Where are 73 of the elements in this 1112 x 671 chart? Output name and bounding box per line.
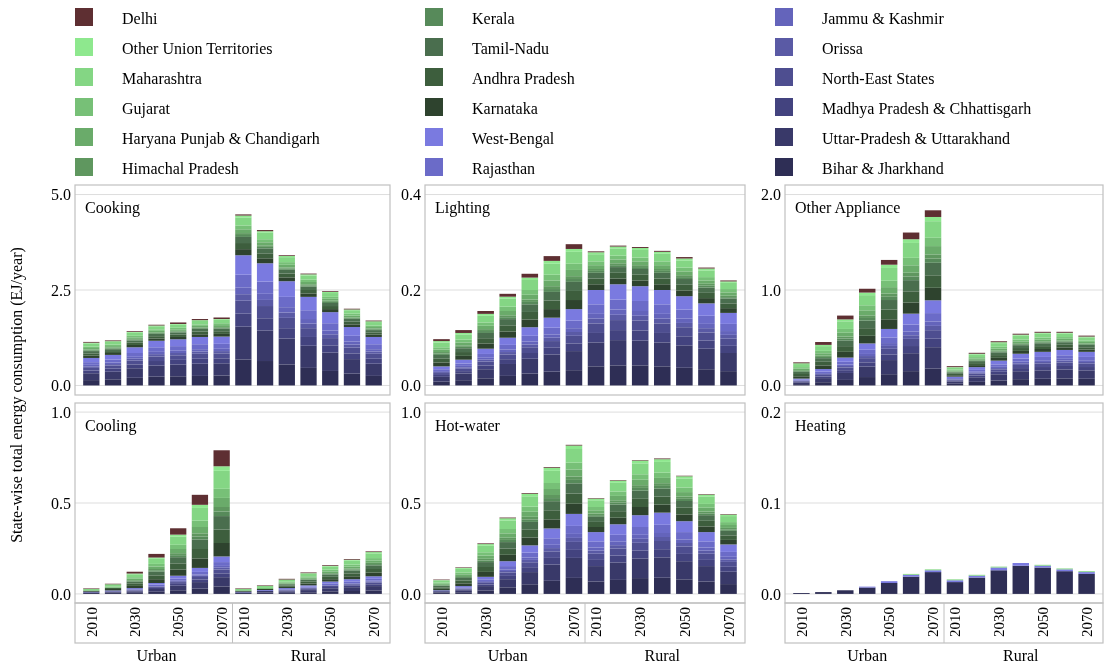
x-tick-label: 2010 xyxy=(947,607,964,637)
legend-label: Haryana Punjab & Chandigarh xyxy=(122,130,320,148)
legend-label: Tamil-Nadu xyxy=(472,40,550,57)
x-tick-label: 2050 xyxy=(170,607,187,637)
x-tick-label: 2030 xyxy=(279,607,296,637)
x-tick-label: 2050 xyxy=(881,607,898,637)
y-tick-label: 0.2 xyxy=(761,403,781,421)
x-tick-label: 2070 xyxy=(365,607,382,637)
text: Rural xyxy=(644,647,681,664)
x-tick-label: 2030 xyxy=(477,607,494,637)
x-tick-label: 2030 xyxy=(991,607,1008,637)
y-tick-label: 0.5 xyxy=(51,494,71,512)
x-tick-label: 2070 xyxy=(1078,607,1095,637)
text: Rural xyxy=(290,647,327,664)
legend-label: Orissa xyxy=(822,40,863,57)
text: Cooling xyxy=(85,417,137,435)
x-tick-label: 2010 xyxy=(433,607,450,637)
y-tick-label: 0.0 xyxy=(761,585,781,603)
legend-label: Karnataka xyxy=(472,100,538,117)
x-tick-label: 2070 xyxy=(213,607,230,637)
text: Other Appliance xyxy=(795,199,901,217)
y-tick-label: 0.0 xyxy=(51,585,71,603)
legend-label: Other Union Territories xyxy=(122,40,273,57)
legend-label: Madhya Pradesh & Chhattisgarh xyxy=(822,100,1032,118)
legend-label: Rajasthan xyxy=(472,160,536,178)
x-tick-label: 2010 xyxy=(793,607,810,637)
text: Urban xyxy=(136,647,177,664)
text: Hot-water xyxy=(435,417,501,434)
x-tick-label: 2070 xyxy=(566,607,583,637)
legend-label: Kerala xyxy=(472,10,515,27)
x-tick-label: 2010 xyxy=(235,607,252,637)
legend-label: Bihar & Jharkhand xyxy=(822,160,944,177)
legend-label: West-Bengal xyxy=(472,130,555,148)
legend-label: Uttar-Pradesh & Uttarakhand xyxy=(822,130,1011,147)
legend-label: Andhra Pradesh xyxy=(472,70,575,87)
x-tick-label: 2010 xyxy=(83,607,100,637)
x-tick-label: 2050 xyxy=(322,607,339,637)
x-tick-label: 2050 xyxy=(522,607,539,637)
y-tick-label: 5.0 xyxy=(51,186,71,204)
legend-label: North-East States xyxy=(822,70,935,87)
y-tick-label: 0.0 xyxy=(51,377,71,395)
y-tick-label: 1.0 xyxy=(761,281,781,299)
legend-label: Maharashtra xyxy=(122,70,202,87)
y-tick-label: 0.1 xyxy=(761,494,781,512)
y-tick-label: 0.5 xyxy=(401,494,421,512)
text: Heating xyxy=(795,417,846,435)
x-tick-label: 2050 xyxy=(1034,607,1051,637)
text: Lighting xyxy=(435,199,491,217)
x-tick-label: 2030 xyxy=(837,607,854,637)
y-tick-label: 0.0 xyxy=(401,585,421,603)
y-tick-label: 2.0 xyxy=(761,186,781,204)
text: Urban xyxy=(487,647,528,664)
legend-label: Delhi xyxy=(122,10,159,27)
x-tick-label: 2010 xyxy=(588,607,605,637)
text: Rural xyxy=(1003,647,1040,664)
y-tick-label: 1.0 xyxy=(51,403,71,421)
text: Urban xyxy=(847,647,888,664)
legend-label: Himachal Pradesh xyxy=(122,160,239,177)
y-tick-label: 0.4 xyxy=(401,186,421,204)
legend-label: Gujarat xyxy=(122,100,171,118)
x-tick-label: 2030 xyxy=(127,607,144,637)
y-tick-label: 0.0 xyxy=(401,377,421,395)
legend-label: Jammu & Kashmir xyxy=(822,10,945,27)
x-tick-label: 2050 xyxy=(676,607,693,637)
x-tick-label: 2030 xyxy=(632,607,649,637)
x-tick-label: 2070 xyxy=(925,607,942,637)
text: Cooking xyxy=(85,199,141,217)
y-axis-title: State-wise total energy consumption (EJ/year) xyxy=(8,247,26,543)
y-tick-label: 1.0 xyxy=(401,403,421,421)
y-tick-label: 0.2 xyxy=(401,281,421,299)
y-tick-label: 0.0 xyxy=(761,377,781,395)
y-tick-label: 2.5 xyxy=(51,281,71,299)
x-tick-label: 2070 xyxy=(720,607,737,637)
